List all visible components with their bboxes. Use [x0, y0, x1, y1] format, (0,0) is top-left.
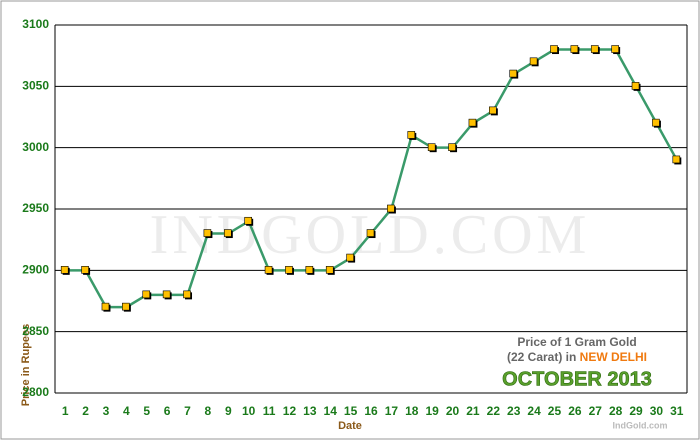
source: IndGold.com: [613, 420, 668, 430]
x-tick-label: 12: [283, 404, 297, 418]
x-tick-label: 19: [425, 404, 439, 418]
x-tick-label: 17: [385, 404, 399, 418]
marker: [427, 143, 436, 151]
x-tick-label: 3: [103, 404, 110, 418]
x-tick-label: 23: [507, 404, 521, 418]
y-axis-title: Price in Rupees: [20, 324, 32, 407]
x-tick-label: 6: [164, 404, 171, 418]
marker: [448, 143, 456, 151]
marker: [611, 45, 619, 53]
y-tick-label: 3100: [22, 17, 49, 31]
x-tick-label: 7: [184, 404, 191, 418]
marker: [162, 290, 171, 299]
box-location: NEW DELHI: [580, 350, 647, 364]
box-month: OCTOBER 2013: [502, 368, 652, 390]
x-tick-label: 21: [466, 404, 480, 418]
marker: [366, 229, 375, 237]
x-axis-title: Date: [338, 420, 362, 432]
x-tick-label: 31: [670, 404, 684, 418]
marker: [244, 216, 252, 225]
marker: [142, 290, 151, 299]
box-text: (22 Carat) in: [507, 350, 576, 364]
marker: [285, 266, 293, 274]
marker: [387, 204, 395, 213]
y-tick-label: 3000: [22, 140, 49, 154]
x-tick-label: 1: [62, 404, 69, 418]
x-tick-label: 5: [143, 404, 150, 418]
x-tick-label: 11: [263, 404, 276, 418]
x-tick-label: 28: [609, 404, 623, 418]
marker: [223, 229, 232, 237]
x-tick-label: 15: [344, 404, 358, 418]
x-tick-label: 9: [225, 404, 232, 418]
x-tick-label: 16: [364, 404, 378, 418]
marker: [101, 302, 110, 311]
x-tick-label: 29: [629, 404, 643, 418]
x-tick-label: 25: [548, 404, 562, 418]
x-tick-label: 2: [82, 404, 89, 418]
x-tick-label: 20: [446, 404, 460, 418]
box-line2: (22 Carat) in NEW DELHI: [507, 350, 647, 364]
x-tick-label: 10: [242, 404, 256, 418]
marker: [81, 266, 89, 274]
marker: [183, 290, 191, 299]
y-tick-label: 2900: [22, 263, 49, 277]
marker: [203, 229, 212, 237]
marker: [509, 69, 518, 78]
marker: [550, 45, 558, 53]
x-tick-label: 30: [650, 404, 664, 418]
y-tick-label: 2950: [22, 201, 49, 215]
marker: [468, 118, 477, 127]
marker: [305, 266, 314, 274]
marker: [529, 57, 538, 66]
y-tick-label: 2800: [22, 385, 49, 399]
x-tick-label: 22: [487, 404, 501, 418]
y-tick-label: 2850: [22, 324, 49, 338]
marker: [631, 82, 640, 90]
x-tick-label: 13: [303, 404, 317, 418]
x-tick-label: 18: [405, 404, 419, 418]
x-tick-label: 24: [527, 404, 541, 418]
marker: [652, 118, 660, 127]
x-tick-label: 4: [123, 404, 130, 418]
marker: [325, 266, 334, 274]
x-tick-label: 27: [589, 404, 603, 418]
marker: [60, 266, 69, 274]
marker: [346, 253, 354, 262]
marker: [570, 45, 579, 53]
marker: [407, 131, 416, 139]
marker: [122, 302, 130, 311]
marker: [264, 266, 273, 274]
marker: [590, 45, 599, 53]
x-tick-label: 26: [568, 404, 582, 418]
y-tick-label: 3050: [22, 79, 49, 93]
x-tick-label: 14: [324, 404, 338, 418]
marker: [489, 106, 497, 115]
marker: [672, 155, 681, 164]
x-tick-label: 8: [205, 404, 212, 418]
box-line1: Price of 1 Gram Gold: [517, 335, 636, 349]
